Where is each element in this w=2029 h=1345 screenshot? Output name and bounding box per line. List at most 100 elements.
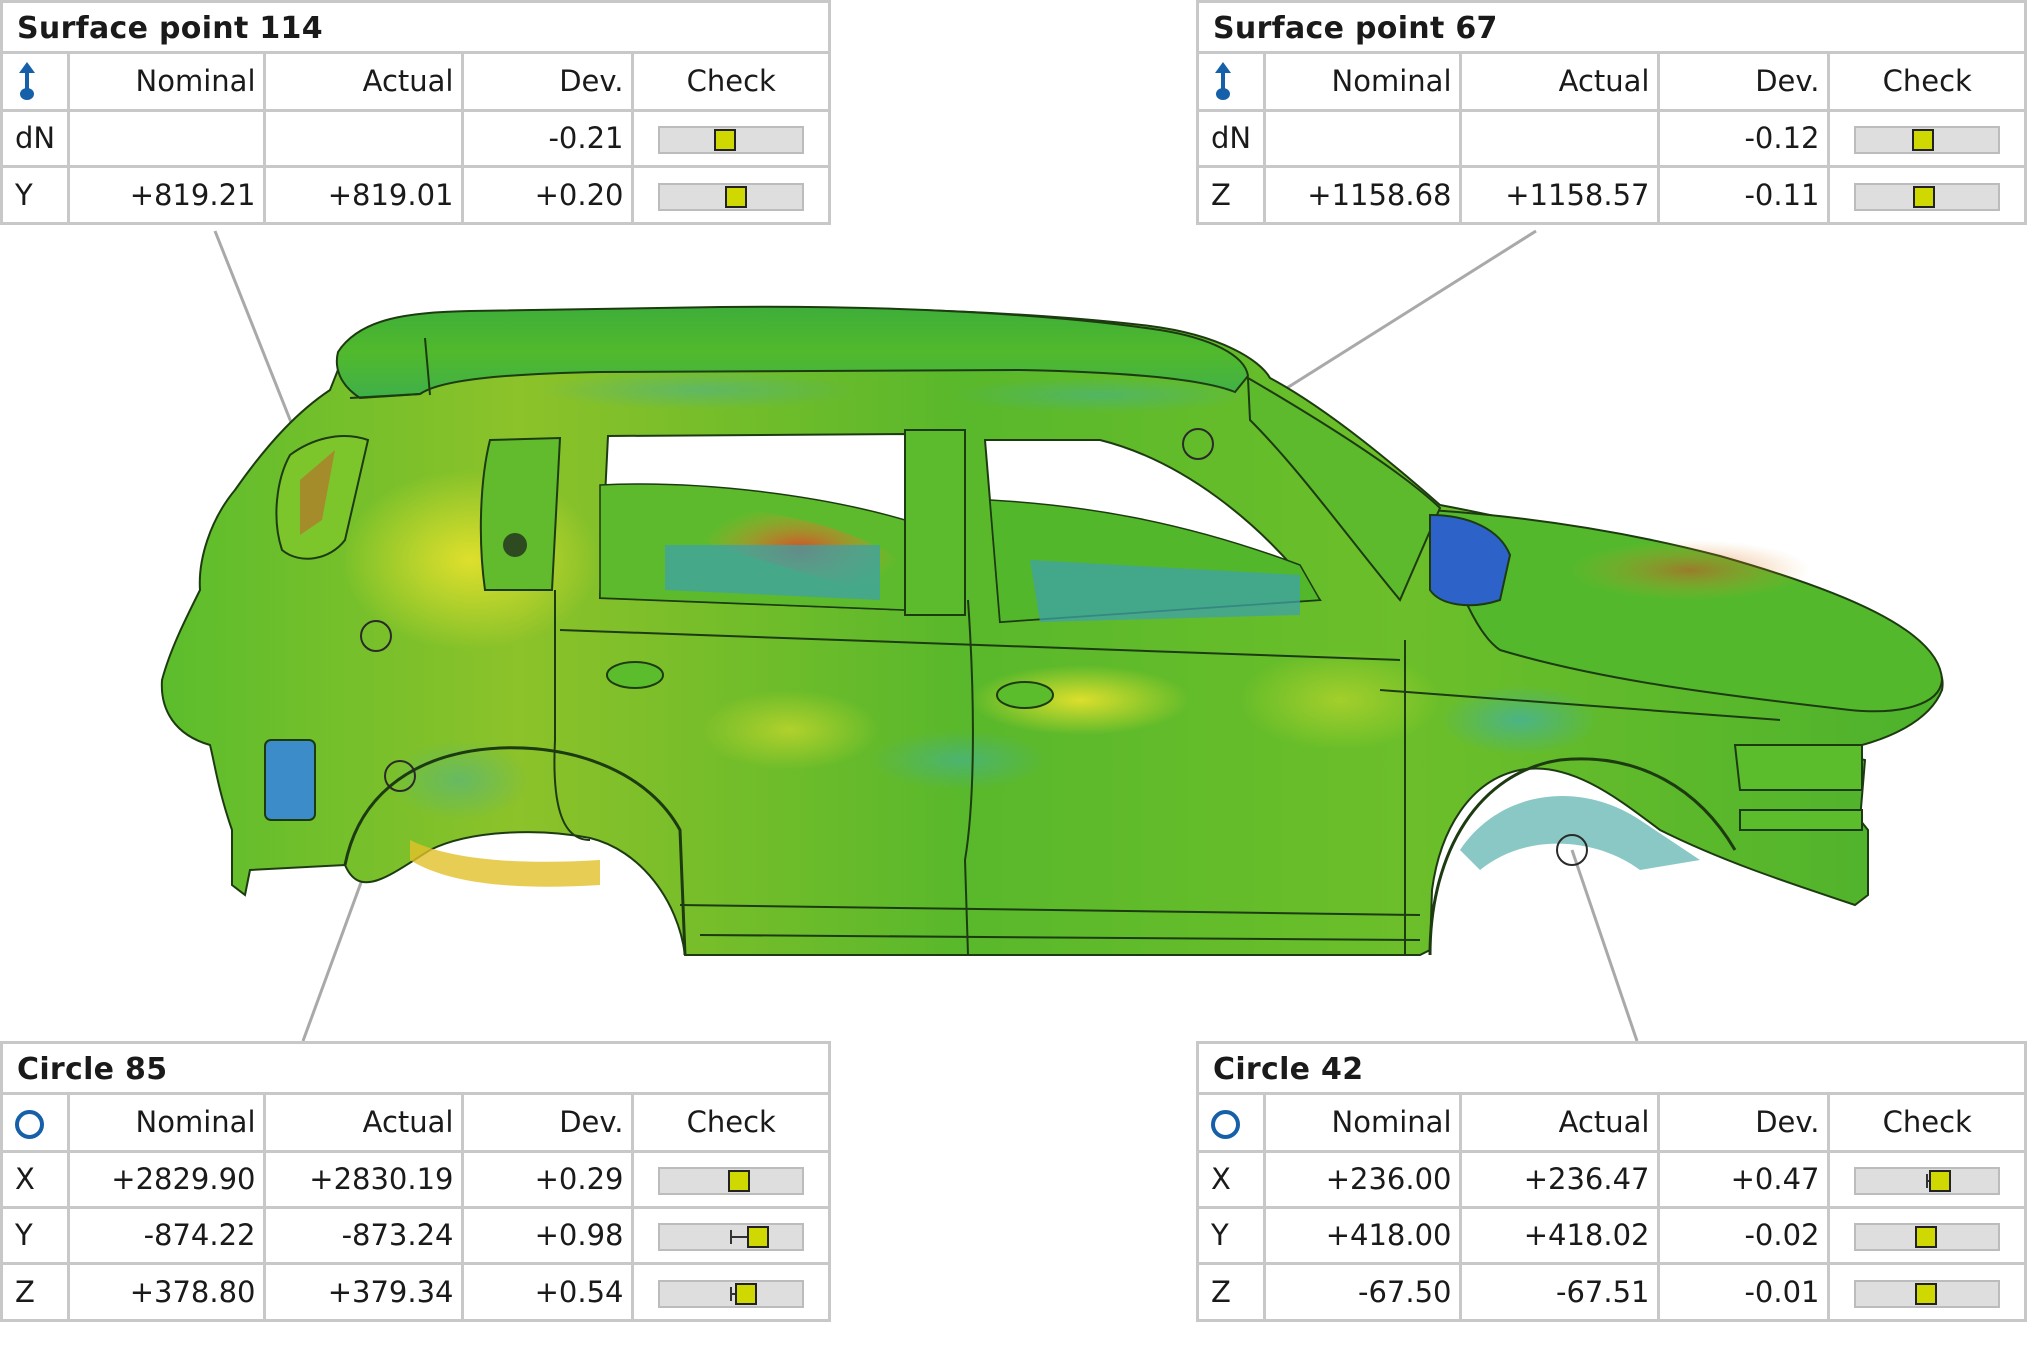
dev-header: Dev. <box>1658 1095 1830 1153</box>
surface-normal-icon <box>15 62 39 101</box>
check-gauge <box>1853 182 2000 211</box>
dev-value: +0.54 <box>462 1263 634 1319</box>
gauge-marker <box>727 1170 750 1192</box>
nominal-value <box>68 110 266 168</box>
table-row: X +236.00 +236.47 +0.47 <box>1199 1151 2024 1209</box>
gauge-marker <box>1915 1226 1938 1248</box>
table-row: Z -67.50 -67.51 -0.01 <box>1199 1263 2024 1319</box>
circle-icon <box>15 1109 44 1139</box>
table-row: Y +418.00 +418.02 -0.02 <box>1199 1207 2024 1265</box>
table-row: Y -874.22 -873.24 +0.98 <box>3 1207 828 1265</box>
dev-value: -0.01 <box>1658 1263 1830 1319</box>
actual-header: Actual <box>1460 1095 1660 1153</box>
table-row: Y +819.21 +819.01 +0.20 <box>3 166 828 222</box>
check-header: Check <box>1828 54 2024 112</box>
actual-value: +379.34 <box>264 1263 464 1319</box>
nominal-header: Nominal <box>1264 1095 1462 1153</box>
axis-label: Y <box>3 166 70 222</box>
check-gauge <box>1853 1167 2000 1195</box>
circle-icon <box>1211 1109 1240 1139</box>
actual-header: Actual <box>264 54 464 112</box>
dev-header: Dev. <box>462 1095 634 1153</box>
actual-value: -873.24 <box>264 1207 464 1265</box>
gauge-marker <box>1915 1282 1938 1305</box>
actual-value: -67.51 <box>1460 1263 1660 1319</box>
table-row: dN -0.12 <box>1199 110 2024 168</box>
check-gauge <box>657 1223 804 1251</box>
actual-value <box>264 110 464 168</box>
check-header: Check <box>632 1095 828 1153</box>
axis-label: Z <box>1199 1263 1266 1319</box>
check-header: Check <box>1828 1095 2024 1153</box>
axis-label: Z <box>3 1263 70 1319</box>
axis-label: dN <box>3 110 70 168</box>
actual-value: +2830.19 <box>264 1151 464 1209</box>
dev-value: -0.21 <box>462 110 634 168</box>
actual-value: +236.47 <box>1460 1151 1660 1209</box>
dev-value: +0.20 <box>462 166 634 222</box>
nominal-value: +2829.90 <box>68 1151 266 1209</box>
check-gauge <box>1853 1279 2000 1308</box>
axis-label: Z <box>1199 166 1266 222</box>
surface-point-114-panel: Surface point 114 Nominal Actual Dev. Ch… <box>0 0 831 225</box>
nominal-value: +378.80 <box>68 1263 266 1319</box>
dev-value: -0.02 <box>1658 1207 1830 1265</box>
dev-value: -0.11 <box>1658 166 1830 222</box>
measurement-markers <box>360 428 1588 866</box>
table-row: dN -0.21 <box>3 110 828 168</box>
circle-42-panel: Circle 42 Nominal Actual Dev. Check X +2… <box>1196 1041 2027 1322</box>
actual-value <box>1460 110 1660 168</box>
nominal-value <box>1264 110 1462 168</box>
gauge-marker <box>713 129 736 151</box>
actual-header: Actual <box>1460 54 1660 112</box>
actual-value: +819.01 <box>264 166 464 222</box>
gauge-marker <box>734 1282 757 1305</box>
nominal-value: +418.00 <box>1264 1207 1462 1265</box>
check-gauge <box>657 1167 804 1195</box>
nominal-value: -874.22 <box>68 1207 266 1265</box>
panel-title: Surface point 67 <box>1199 3 2024 54</box>
dev-header: Dev. <box>462 54 634 112</box>
nominal-value: -67.50 <box>1264 1263 1462 1319</box>
nominal-value: +1158.68 <box>1264 166 1462 222</box>
dev-header: Dev. <box>1658 54 1830 112</box>
surface-normal-icon <box>1211 62 1235 101</box>
table-row: Z +378.80 +379.34 +0.54 <box>3 1263 828 1319</box>
check-header: Check <box>632 54 828 112</box>
circle-85-panel: Circle 85 Nominal Actual Dev. Check X +2… <box>0 1041 831 1322</box>
panel-title: Circle 85 <box>3 1044 828 1095</box>
gauge-marker <box>1928 1170 1951 1192</box>
actual-value: +418.02 <box>1460 1207 1660 1265</box>
check-gauge <box>657 126 804 154</box>
axis-label: dN <box>1199 110 1266 168</box>
nominal-header: Nominal <box>68 1095 266 1153</box>
gauge-marker <box>1912 129 1935 151</box>
dev-value: +0.47 <box>1658 1151 1830 1209</box>
gauge-marker <box>1912 185 1935 208</box>
surface-point-67-panel: Surface point 67 Nominal Actual Dev. Che… <box>1196 0 2027 225</box>
gauge-deviation-line <box>730 1236 758 1238</box>
table-row: X +2829.90 +2830.19 +0.29 <box>3 1151 828 1209</box>
actual-value: +1158.57 <box>1460 166 1660 222</box>
nominal-header: Nominal <box>1264 54 1462 112</box>
check-gauge <box>1853 1223 2000 1251</box>
panel-title: Surface point 114 <box>3 3 828 54</box>
axis-label: Y <box>3 1207 70 1265</box>
nominal-value: +819.21 <box>68 166 266 222</box>
table-row: Z +1158.68 +1158.57 -0.11 <box>1199 166 2024 222</box>
gauge-marker <box>746 1226 769 1248</box>
dev-value: -0.12 <box>1658 110 1830 168</box>
dev-value: +0.29 <box>462 1151 634 1209</box>
actual-header: Actual <box>264 1095 464 1153</box>
check-gauge <box>1853 126 2000 154</box>
axis-label: X <box>3 1151 70 1209</box>
nominal-value: +236.00 <box>1264 1151 1462 1209</box>
nominal-header: Nominal <box>68 54 266 112</box>
panel-title: Circle 42 <box>1199 1044 2024 1095</box>
dev-value: +0.98 <box>462 1207 634 1265</box>
axis-label: X <box>1199 1151 1266 1209</box>
gauge-marker <box>725 185 748 208</box>
check-gauge <box>657 1279 804 1308</box>
